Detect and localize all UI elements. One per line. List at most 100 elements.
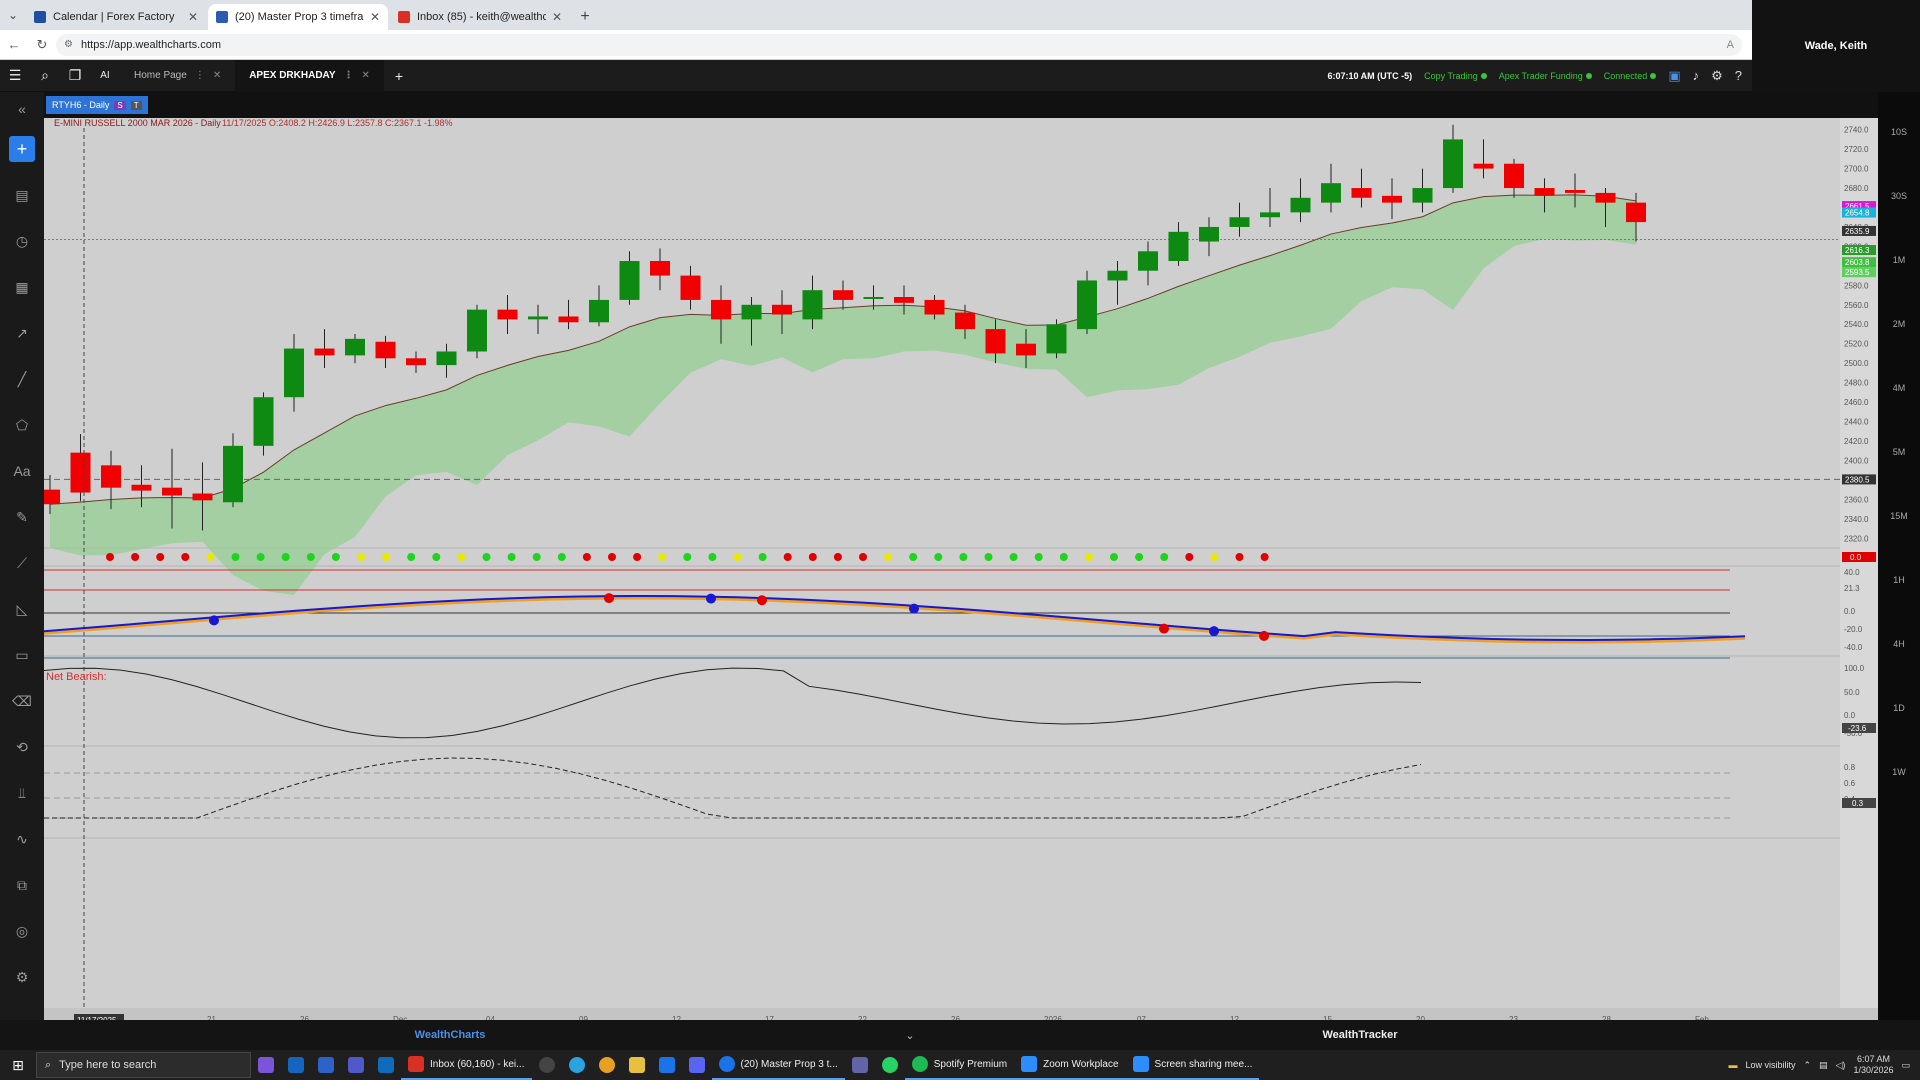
browser-tab-forex[interactable]: Calendar | Forex Factory ✕: [26, 4, 206, 30]
teams-chat-icon[interactable]: [845, 1050, 875, 1080]
taskbar-app-zoom[interactable]: Zoom Workplace: [1014, 1050, 1126, 1080]
read-aloud-icon[interactable]: A: [1726, 38, 1734, 51]
pencil-icon[interactable]: ✎: [16, 508, 28, 525]
volume-icon[interactable]: ◁): [1835, 1059, 1846, 1070]
strategy-icon[interactable]: ∿: [16, 830, 28, 847]
settings-icon[interactable]: ⚙: [15, 968, 29, 985]
browser-tab-master-prop[interactable]: (20) Master Prop 3 timeframes - W ✕: [208, 4, 388, 30]
chart-type-icon[interactable]: ▤: [15, 186, 29, 203]
gear-icon[interactable]: ⚙: [1711, 67, 1723, 83]
more-options-icon[interactable]: ⋮: [194, 70, 205, 81]
timeframe-15m[interactable]: 15M: [1890, 511, 1908, 521]
tab-home-page[interactable]: Home Page ⋮ ✕: [120, 60, 235, 92]
site-info-icon[interactable]: ⚙: [64, 39, 73, 50]
notification-icon[interactable]: ▭: [1901, 1059, 1910, 1070]
whatsapp-icon[interactable]: [875, 1050, 905, 1080]
telegram-icon[interactable]: [562, 1050, 592, 1080]
close-icon[interactable]: ✕: [551, 10, 562, 24]
network-icon[interactable]: ▤: [1819, 1059, 1828, 1070]
hamburger-menu-icon[interactable]: ☰: [8, 67, 22, 83]
search-placeholder: Type here to search: [59, 1059, 157, 1071]
tab-apex-drkhaday[interactable]: APEX DRKHADAY ⋮ ✕: [235, 59, 384, 92]
layers-icon[interactable]: ❐: [68, 67, 82, 83]
chrome-icon[interactable]: [592, 1050, 622, 1080]
copy-icon[interactable]: ⧉: [17, 876, 27, 893]
target-icon[interactable]: ◎: [15, 922, 29, 939]
line-tool-icon[interactable]: ╱: [17, 370, 27, 387]
timeframe-2m[interactable]: 2M: [1892, 319, 1906, 329]
shapes-icon[interactable]: ⬠: [15, 416, 29, 433]
outlook-mail-icon[interactable]: [652, 1050, 682, 1080]
close-icon[interactable]: ✕: [212, 70, 222, 81]
ruler-icon[interactable]: ⟋: [17, 554, 27, 571]
timeframe-1m[interactable]: 1M: [1892, 255, 1906, 265]
new-tab-button[interactable]: +: [580, 8, 590, 25]
add-button[interactable]: +: [0, 126, 44, 172]
app-icon[interactable]: [311, 1050, 341, 1080]
browser-tab-inbox[interactable]: Inbox (85) - keith@wealthcharts.co ✕: [390, 4, 570, 30]
connection-status[interactable]: Connected: [1604, 71, 1657, 81]
calendar-icon[interactable]: ▦: [15, 278, 29, 295]
signal-dot: [407, 553, 416, 561]
back-arrow-icon[interactable]: ←: [7, 37, 21, 52]
taskbar-app-screen-sharing[interactable]: Screen sharing mee...: [1125, 1050, 1260, 1080]
tab-search-chevron-icon[interactable]: ⌄: [7, 8, 19, 22]
collapse-chevron-icon[interactable]: «: [18, 101, 26, 117]
wealthcharts-tab[interactable]: WealthCharts: [414, 1029, 486, 1041]
windows-start-icon[interactable]: ⊞: [12, 1056, 24, 1073]
search-icon[interactable]: ⌕: [41, 67, 49, 83]
candle-body: [955, 312, 975, 330]
timeframe-4h[interactable]: 4H: [1893, 639, 1905, 649]
bell-icon[interactable]: ♪: [1692, 68, 1700, 83]
outlook-icon[interactable]: [281, 1050, 311, 1080]
timeframe-1w[interactable]: 1W: [1892, 767, 1906, 777]
refresh-icon[interactable]: ⟲: [16, 738, 28, 755]
candle-body: [1199, 226, 1219, 242]
text-tool-icon[interactable]: Aa: [13, 463, 31, 479]
symbol-tab[interactable]: RTYH6 - Daily S T: [46, 96, 148, 114]
chevron-up-icon[interactable]: ⌃: [1803, 1059, 1811, 1070]
candle-body: [192, 493, 213, 501]
ai-assistant-icon[interactable]: AI: [100, 70, 110, 81]
discord-icon[interactable]: [682, 1050, 712, 1080]
wealthtracker-tab[interactable]: WealthTracker: [1322, 1029, 1398, 1041]
save-icon[interactable]: ▣: [1668, 67, 1681, 83]
clock-icon[interactable]: ◷: [15, 232, 29, 249]
price-chart[interactable]: E-MINI RUSSELL 2000 MAR 2026 - Daily 11/1…: [44, 118, 1878, 1030]
taskbar-app-spotify[interactable]: Spotify Premium: [904, 1050, 1015, 1080]
outlook-new-icon[interactable]: [371, 1050, 401, 1080]
eraser-icon[interactable]: ⌫: [12, 692, 32, 709]
chevron-down-icon[interactable]: ⌄: [905, 1029, 915, 1042]
close-icon[interactable]: ✕: [187, 10, 198, 24]
copilot-icon[interactable]: [251, 1050, 281, 1080]
folder-icon[interactable]: [622, 1050, 652, 1080]
trend-icon[interactable]: ↗: [16, 324, 28, 341]
copy-trading-status[interactable]: Copy Trading: [1424, 71, 1487, 81]
layout-icon[interactable]: ▭: [15, 646, 29, 663]
location-icon[interactable]: [532, 1050, 562, 1080]
timeframe-5m[interactable]: 5M: [1892, 447, 1906, 457]
taskbar-search-input[interactable]: ⌕ Type here to search: [36, 1052, 251, 1078]
close-icon[interactable]: ✕: [369, 10, 380, 24]
timeframe-30s[interactable]: 30S: [1890, 191, 1907, 201]
timeframe-4m[interactable]: 4M: [1892, 383, 1906, 393]
apex-funding-status[interactable]: Apex Trader Funding: [1499, 71, 1592, 81]
reload-icon[interactable]: ↻: [36, 36, 48, 52]
candle-body: [131, 484, 152, 491]
taskbar-app-inbox[interactable]: Inbox (60,160) - kei...: [401, 1050, 532, 1080]
taskbar-app-master-prop[interactable]: (20) Master Prop 3 t...: [711, 1050, 845, 1080]
taskbar-clock[interactable]: 6:07 AM 1/30/2026: [1853, 1054, 1893, 1076]
timeframe-10s[interactable]: 10S: [1890, 127, 1907, 137]
help-icon[interactable]: ?: [1734, 68, 1742, 83]
weather-icon[interactable]: ▬: [1728, 1060, 1738, 1070]
indicator-icon[interactable]: ⫫: [18, 784, 26, 801]
timeframe-1d[interactable]: 1D: [1893, 703, 1905, 713]
more-options-icon[interactable]: ⋮: [343, 70, 354, 81]
url-input[interactable]: ⚙ https://app.wealthcharts.com A: [56, 33, 1742, 56]
add-tab-button[interactable]: +: [394, 67, 404, 84]
measure-icon[interactable]: ◺: [16, 600, 28, 617]
timeframe-1h[interactable]: 1H: [1893, 575, 1905, 585]
teams-icon[interactable]: [341, 1050, 371, 1080]
low-visibility-label[interactable]: Low visibility: [1745, 1060, 1796, 1070]
close-icon[interactable]: ✕: [361, 70, 370, 81]
